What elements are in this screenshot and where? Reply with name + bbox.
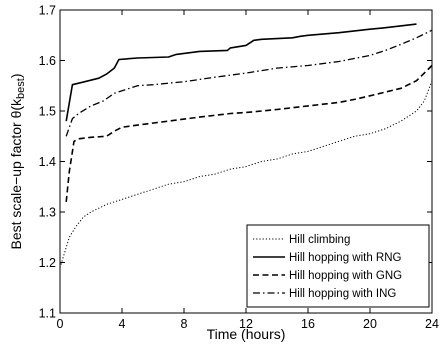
x-tick-label: 4 — [119, 317, 126, 331]
legend: Hill climbing Hill hopping with RNG Hill h… — [246, 224, 430, 308]
y-tick-label: 1.4 — [39, 155, 56, 169]
y-axis-label: Best scale−up factor θ(kbest) — [8, 73, 27, 249]
legend-label: Hill hopping with ING — [289, 288, 396, 300]
legend-label: Hill hopping with GNG — [289, 270, 402, 282]
series-lines — [59, 23, 433, 268]
legend-box — [246, 224, 430, 308]
plot-frame — [59, 9, 433, 314]
y-axis-label-main: Best scale−up factor θ(k — [8, 98, 24, 250]
series-line — [65, 64, 433, 202]
legend-label: Hill climbing — [289, 234, 350, 246]
x-tick-label: 16 — [301, 317, 315, 331]
x-tick-label: 8 — [181, 317, 188, 331]
x-tick-label: 12 — [239, 317, 253, 331]
y-tick-label: 1.6 — [39, 54, 56, 68]
x-tick-label: 0 — [57, 317, 64, 331]
y-axis-label-subscript: best — [15, 78, 27, 99]
series-line — [65, 23, 417, 122]
y-axis-label-close: ) — [8, 73, 24, 78]
y-tick-label: 1.2 — [39, 256, 56, 270]
x-axis-label: Time (hours) — [207, 326, 286, 342]
y-tick-label: 1.5 — [39, 105, 56, 119]
series-line — [65, 29, 433, 137]
series-line — [59, 80, 433, 268]
x-tick-label: 24 — [425, 317, 439, 331]
y-tick-label: 1.3 — [39, 206, 56, 220]
y-tick-label: 1.7 — [39, 4, 56, 18]
x-tick-label: 20 — [363, 317, 377, 331]
y-tick-label: 1.1 — [39, 307, 56, 321]
legend-label: Hill hopping with RNG — [289, 252, 402, 264]
tick-labels: 0 4 8 12 16 20 24 1.1 1.2 1.3 1.4 1.5 1.6 1.7 — [39, 4, 439, 332]
